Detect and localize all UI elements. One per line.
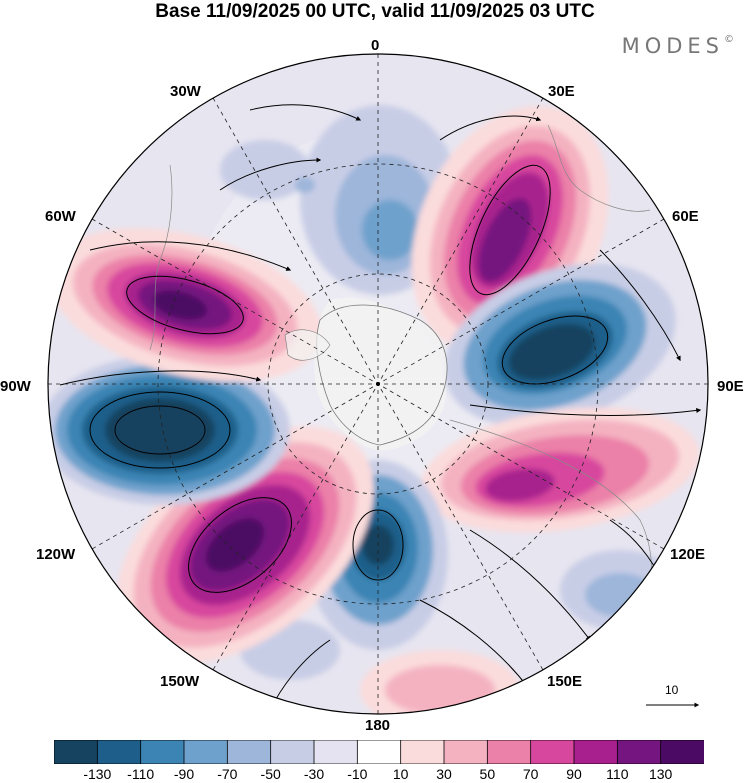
colorbar-tick-label: -70 bbox=[217, 766, 238, 782]
map-title: Base 11/09/2025 00 UTC, valid 11/09/2025… bbox=[155, 1, 595, 22]
colorbar-swatch bbox=[443, 740, 489, 764]
colorbar-swatch bbox=[313, 740, 359, 764]
colorbar-tick-label: 50 bbox=[479, 766, 496, 782]
colorbar-tick-label: -130 bbox=[83, 766, 112, 782]
lon-label-90w: 90W bbox=[0, 378, 31, 395]
lon-label-150w: 150W bbox=[160, 673, 200, 690]
lon-label-0: 0 bbox=[371, 37, 380, 54]
colorbar-swatch bbox=[54, 740, 99, 764]
colorbar-tick-label: 110 bbox=[606, 766, 629, 782]
lon-label-60e: 60E bbox=[672, 208, 699, 225]
colorbar-swatch bbox=[530, 740, 575, 764]
lon-label-120e: 120E bbox=[670, 546, 706, 563]
colorbar-tick-label: -50 bbox=[260, 766, 281, 782]
colorbar-tick-label: -110 bbox=[127, 766, 155, 782]
colorbar-tick-label: 10 bbox=[392, 766, 409, 782]
lon-label-150e: 150E bbox=[547, 673, 583, 690]
lon-label-60w: 60W bbox=[45, 208, 76, 225]
lon-label-120w: 120W bbox=[36, 546, 76, 563]
reference-vector-label: 10 bbox=[665, 683, 679, 697]
colorbar-swatch bbox=[616, 740, 662, 764]
modes-logo: MODES© bbox=[621, 34, 734, 58]
colorbar-swatch bbox=[226, 740, 272, 764]
colorbar-swatch bbox=[183, 740, 229, 764]
colorbar-swatch bbox=[660, 740, 704, 764]
colorbar-tick-label: 30 bbox=[436, 766, 452, 782]
colorbar-tick-label: -90 bbox=[173, 766, 195, 782]
lon-label-30e: 30E bbox=[548, 83, 575, 100]
colorbar-swatch bbox=[486, 740, 532, 764]
colorbar-tick-label: 130 bbox=[648, 766, 673, 782]
colorbar-tick-label: -10 bbox=[347, 766, 368, 782]
colorbar-swatch bbox=[573, 740, 619, 764]
colorbar bbox=[54, 740, 704, 764]
colorbar-tick-label: 70 bbox=[522, 766, 539, 782]
lon-label-180: 180 bbox=[365, 717, 391, 734]
colorbar-swatch bbox=[400, 740, 445, 764]
colorbar-swatch bbox=[140, 740, 185, 764]
colorbar-swatch bbox=[96, 740, 142, 764]
colorbar-swatch bbox=[270, 740, 315, 764]
colorbar-tick-label: -30 bbox=[303, 766, 325, 782]
anomaly-field bbox=[48, 54, 708, 714]
colorbar-swatch bbox=[356, 740, 402, 764]
colorbar-tick-label: 90 bbox=[566, 766, 582, 782]
lon-label-30w: 30W bbox=[170, 83, 201, 100]
lon-label-90e: 90E bbox=[717, 378, 744, 395]
